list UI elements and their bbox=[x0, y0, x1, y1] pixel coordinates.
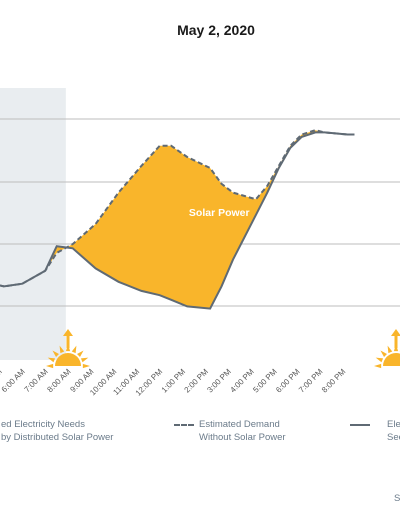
x-tick-label: 2:00 PM bbox=[183, 367, 211, 395]
x-tick-label: 1:00 PM bbox=[160, 367, 188, 395]
x-tick-label: 6:00 PM bbox=[274, 367, 302, 395]
legend-label-3: Electr Seen bbox=[387, 419, 400, 443]
chart-title: May 2, 2020 bbox=[177, 22, 255, 38]
solar-power-area bbox=[0, 130, 355, 309]
legend-swatch-2 bbox=[174, 424, 194, 426]
solar-power-label: Solar Power bbox=[189, 207, 250, 219]
observed-electricity-line bbox=[0, 131, 355, 310]
footnote-source: S bbox=[394, 493, 400, 504]
sunrise-sun-icon bbox=[46, 329, 90, 369]
estimated-demand-line bbox=[0, 129, 355, 288]
x-tick-label: 6:00 AM bbox=[0, 367, 27, 394]
x-tick-label: 8:00 AM bbox=[45, 367, 72, 394]
sunset-sun-icon bbox=[374, 329, 400, 369]
x-tick-label: 4:00 PM bbox=[228, 367, 256, 395]
x-tick-label: 8:00 PM bbox=[320, 367, 348, 395]
x-tick-label: 3:00 PM bbox=[205, 367, 233, 395]
x-tick-label: 5:00 PM bbox=[251, 367, 279, 395]
legend-label-1: ed Electricity Needs by Distributed Sola… bbox=[1, 419, 114, 443]
legend-label-2: Estimated Demand Without Solar Power bbox=[199, 419, 286, 443]
legend-swatch-3 bbox=[350, 424, 370, 426]
x-tick-label: 7:00 PM bbox=[297, 367, 325, 395]
x-tick-label: 7:00 AM bbox=[23, 367, 50, 394]
night-shade-left bbox=[0, 88, 66, 360]
